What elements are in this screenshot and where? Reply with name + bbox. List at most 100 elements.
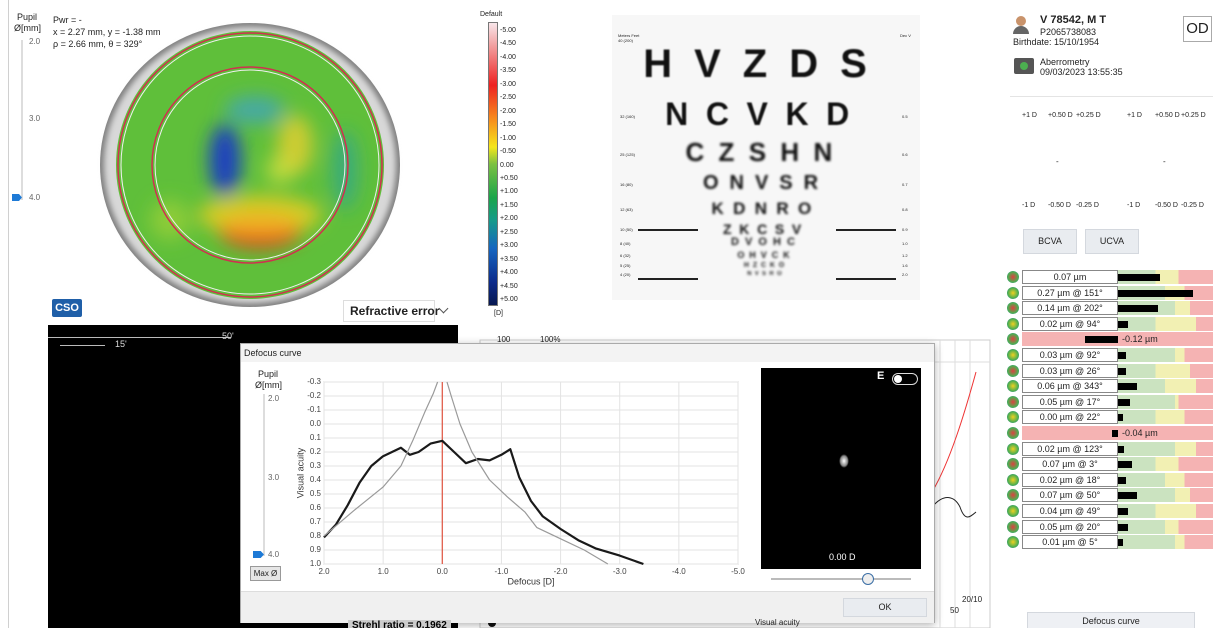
dialog-footer — [241, 591, 934, 623]
exam-name: Aberrometry — [1040, 57, 1090, 67]
scale-top: +0.25 D — [1181, 112, 1206, 119]
row-label: 16 (80) — [620, 182, 633, 187]
row-label: 6 (32) — [620, 253, 630, 258]
zernike-icon — [1007, 505, 1019, 517]
dropdown[interactable]: Refractive error — [343, 300, 435, 322]
graph-label: 20/10 — [962, 595, 982, 604]
scale-label: +2.50 — [500, 229, 518, 236]
scale-line — [48, 337, 231, 338]
button[interactable]: Max Ø — [250, 566, 281, 581]
letter-row: KDNRO — [612, 200, 920, 217]
y-axis-label: Visual acuity — [295, 447, 305, 498]
button[interactable]: UCVA — [1085, 229, 1139, 254]
defocus-slider[interactable] — [771, 578, 911, 580]
pupil-tick: 4.0 — [268, 550, 279, 559]
map-info: Pwr = - — [53, 15, 82, 25]
zernike-icon — [1007, 380, 1019, 392]
scale-label: 0.00 — [500, 162, 514, 169]
row-label: 4 (20) — [620, 272, 630, 277]
defocus-chart: -0.3-0.2-0.10.00.10.20.30.40.50.60.70.80… — [241, 344, 756, 591]
aberration-label: 0.02 µm @ 18° — [1022, 473, 1118, 487]
strehl: Strehl ratio = 0.1962 — [348, 620, 451, 628]
aberration-label: 0.07 µm @ 3° — [1022, 457, 1118, 471]
zernike-icon — [1007, 521, 1019, 533]
ok-button[interactable]: OK — [843, 598, 927, 617]
aberration-label: 0.14 µm @ 202° — [1022, 301, 1118, 315]
scale-label: -2.00 — [500, 108, 516, 115]
scale-label: 50' — [222, 331, 234, 341]
scale-bottom: -0.25 D — [1181, 202, 1204, 209]
letter-row: CZSHN — [612, 139, 920, 165]
birthdate: Birthdate: 15/10/1954 — [1013, 37, 1099, 47]
scale-label: -2.50 — [500, 94, 516, 101]
row-label: 0.9 — [902, 227, 908, 232]
x-tick-label: 0.0 — [437, 567, 449, 576]
slider-knob[interactable] — [862, 573, 874, 585]
exam-icon-dot — [1020, 62, 1028, 70]
row-label: 0.6 — [902, 152, 908, 157]
zernike-icon — [1007, 302, 1019, 314]
scale-unit: [D] — [494, 310, 503, 317]
aberration-label: -0.04 µm — [1122, 426, 1158, 440]
zernike-icon — [1007, 396, 1019, 408]
zernike-icon — [1007, 489, 1019, 501]
row-label: 1.0 — [902, 241, 908, 246]
aberration-bar — [1118, 414, 1123, 421]
aberration-label: 0.02 µm @ 123° — [1022, 442, 1118, 456]
chart-header: Dec V — [900, 33, 911, 38]
aberration-label: 0.04 µm @ 49° — [1022, 504, 1118, 518]
pupil-tick: 4.0 — [29, 193, 40, 202]
button[interactable]: Defocus curve — [1027, 612, 1195, 628]
scale-top: +1 D — [1022, 112, 1037, 119]
aberration-bar — [1118, 274, 1160, 281]
scale-label: +5.00 — [500, 296, 518, 303]
toggle-knob — [894, 375, 902, 383]
chart-header: 40 (200) — [618, 38, 633, 43]
row-label: 0.8 — [902, 207, 908, 212]
y-tick-label: 0.9 — [310, 545, 322, 554]
y-tick-label: 0.8 — [310, 531, 322, 540]
row-label: 10 (50) — [620, 227, 633, 232]
zernike-icon — [1007, 318, 1019, 330]
row-label: 5 (25) — [620, 263, 630, 268]
scale-top: +0.50 D — [1155, 112, 1180, 119]
aberration-label: 0.03 µm @ 92° — [1022, 348, 1118, 362]
x-tick-label: -1.0 — [495, 567, 509, 576]
avatar — [1016, 16, 1026, 26]
zernike-icon — [1007, 411, 1019, 423]
pupil-tick: 3.0 — [29, 114, 40, 123]
scale-label: +4.00 — [500, 269, 518, 276]
dropdown-arrow[interactable] — [439, 304, 449, 314]
scale-label: -1.50 — [500, 121, 516, 128]
zernike-icon — [1007, 287, 1019, 299]
aberration-label: -0.12 µm — [1122, 332, 1158, 346]
x-tick-label: -5.0 — [731, 567, 745, 576]
aberration-bar — [1118, 305, 1158, 312]
pupil-tick: 2.0 — [29, 37, 40, 46]
button[interactable]: BCVA — [1023, 229, 1077, 254]
aberration-bar — [1118, 368, 1126, 375]
chart-line — [638, 278, 698, 280]
letter-row: HZCKO — [612, 262, 920, 269]
aberration-label: 0.00 µm @ 22° — [1022, 410, 1118, 424]
scale-top: +0.50 D — [1048, 112, 1073, 119]
y-tick-label: -0.2 — [307, 391, 321, 400]
letter-row: OHVCK — [612, 251, 920, 260]
scale-bottom: -0.25 D — [1076, 202, 1099, 209]
aberration-bar — [1085, 336, 1118, 343]
letter-row: NCVKD — [612, 98, 920, 130]
aberration-label: 0.27 µm @ 151° — [1022, 286, 1118, 300]
row-label: 0.7 — [902, 182, 908, 187]
psf-spot — [839, 454, 849, 468]
logo: CSO — [52, 299, 82, 317]
scale-bottom: -1 D — [1022, 202, 1035, 209]
slider-track — [263, 394, 265, 556]
scale-top: +1 D — [1127, 112, 1142, 119]
aberration-bar — [1118, 290, 1193, 297]
scale-bottom: -0.50 D — [1048, 202, 1071, 209]
row-label: 12 (63) — [620, 207, 633, 212]
letter-row: DVOHC — [612, 237, 920, 248]
aberration-label: 0.07 µm — [1022, 270, 1118, 284]
map-info: ρ = 2.66 mm, θ = 329° — [53, 39, 142, 49]
slider-track — [21, 40, 23, 200]
